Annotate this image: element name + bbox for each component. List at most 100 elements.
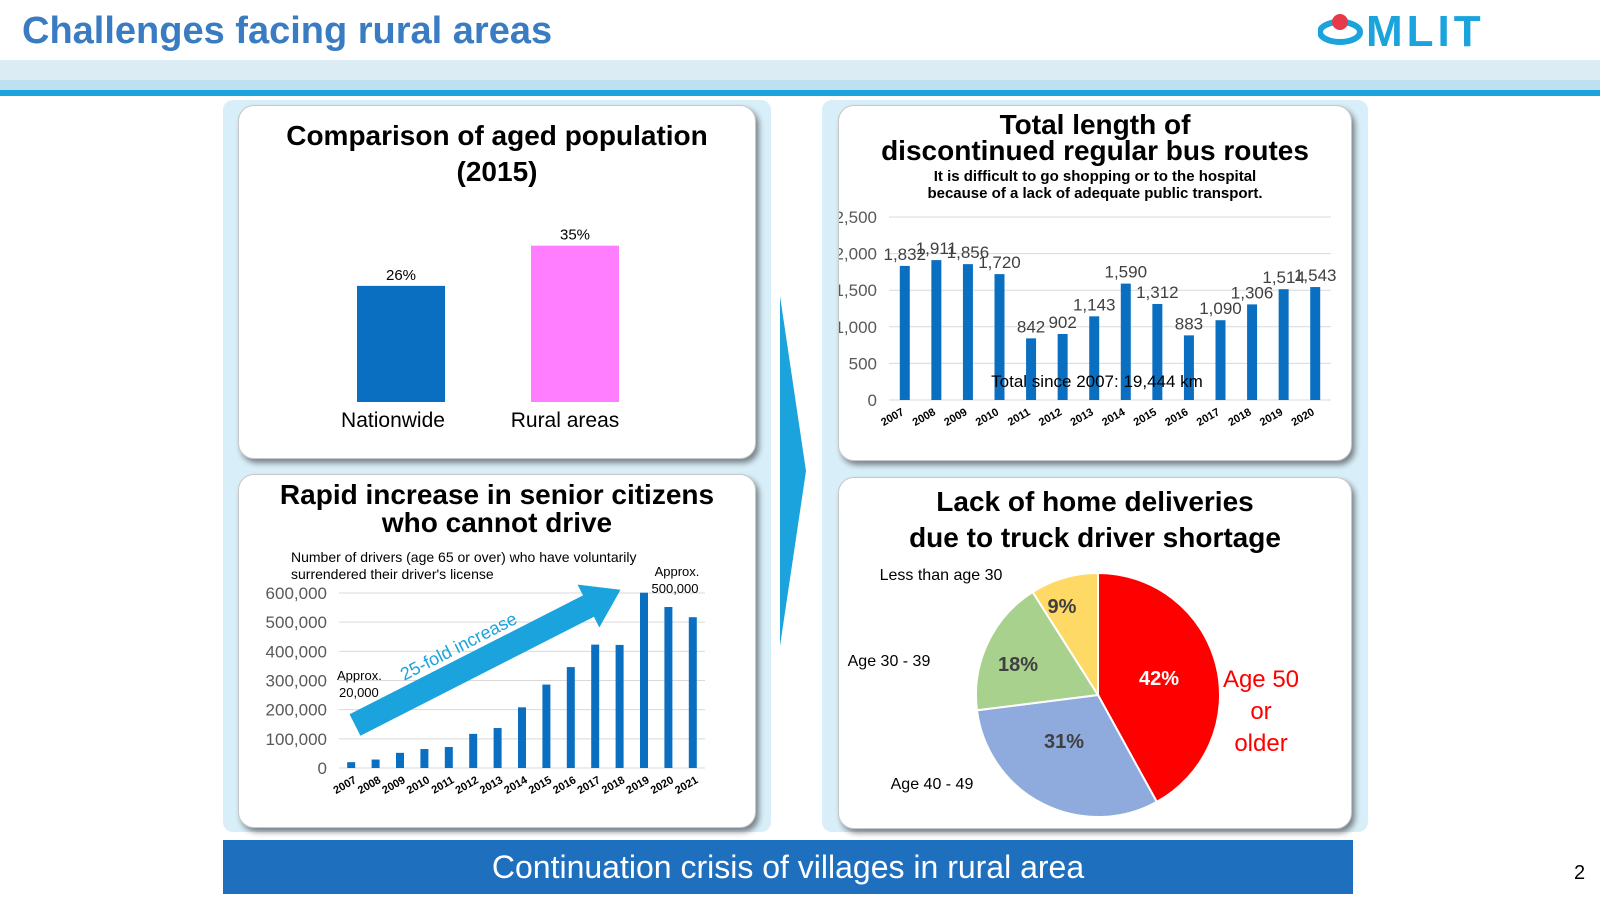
drivers-bar — [420, 749, 429, 768]
bus-bar — [1183, 335, 1194, 400]
delivery-chart-title-line1: Lack of home deliveries — [936, 486, 1254, 517]
header-band — [0, 60, 1600, 80]
drivers-end-annotation-line2: 500,000 — [652, 581, 699, 596]
crisis-banner: Continuation crisis of villages in rural… — [223, 840, 1353, 894]
bus-bar — [1215, 320, 1226, 400]
aged-bar — [357, 285, 445, 402]
bus-x-tick: 2008 — [911, 406, 938, 429]
pie-slice — [1097, 571, 1221, 804]
aged-population-card: Comparison of aged population (2015) 26%… — [238, 105, 756, 459]
aged-category-label: Rural areas — [511, 409, 620, 432]
bus-y-tick: 1,500 — [839, 281, 877, 300]
drivers-chart: 0 100,000 200,000 300,000 400,000 500,000 600,… — [266, 564, 705, 797]
drivers-start-annotation-line2: 20,000 — [339, 685, 379, 700]
drivers-x-tick: 2019 — [624, 774, 651, 797]
drivers-bar — [469, 733, 478, 768]
drivers-chart-title-line2: who cannot drive — [381, 507, 613, 538]
pie-category-label: older — [1234, 730, 1287, 757]
bus-x-tick: 2013 — [1069, 406, 1096, 429]
bus-y-tick: 2,000 — [839, 245, 877, 264]
bus-chart-title-line1: Total length of — [999, 109, 1191, 140]
bus-y-tick: 500 — [849, 354, 877, 373]
bus-y-tick: 0 — [868, 391, 877, 410]
bus-data-label: 842 — [1017, 317, 1045, 336]
drivers-x-tick: 2014 — [502, 774, 530, 797]
bus-routes-card: Total length of discontinued regular bus… — [838, 105, 1352, 461]
bus-data-label: 1,856 — [947, 243, 990, 262]
mlit-logo: MLIT — [1318, 8, 1481, 52]
drivers-bar — [371, 759, 380, 768]
bus-chart-subtitle-line2: because of a lack of adequate public tra… — [927, 185, 1263, 202]
aged-chart-title-line1: Comparison of aged population — [286, 120, 708, 151]
drivers-x-tick: 2007 — [331, 774, 358, 797]
deliveries-pie-chart: 42% Age 50 or older 31% Age 40 - 49 18% Age 30 … — [848, 567, 1299, 818]
bus-data-label: 1,312 — [1136, 283, 1179, 302]
drivers-bar — [566, 667, 575, 768]
drivers-chart-subtitle-line2: surrendered their driver's license — [291, 566, 494, 582]
bus-chart-subtitle-line1: It is difficult to go shopping or to the… — [933, 168, 1257, 185]
drivers-chart-subtitle-line1: Number of drivers (age 65 or over) who h… — [291, 549, 637, 565]
aged-category-label: Nationwide — [341, 409, 445, 432]
flow-arrow-icon — [780, 296, 806, 646]
drivers-bar — [542, 684, 551, 768]
delivery-chart-title-line2: due to truck driver shortage — [909, 522, 1281, 553]
pie-category-label: Less than age 30 — [880, 567, 1003, 584]
bus-bar — [1026, 338, 1037, 400]
bus-data-label: 1,590 — [1105, 263, 1148, 282]
drivers-bar — [444, 747, 453, 768]
aged-chart-title-line2: (2015) — [456, 156, 538, 187]
drivers-x-tick: 2018 — [600, 774, 627, 797]
bus-x-tick: 2018 — [1226, 406, 1253, 429]
drivers-y-tick: 100,000 — [266, 730, 327, 749]
drivers-bar — [688, 617, 697, 768]
bus-x-tick: 2014 — [1100, 406, 1128, 429]
bus-data-label: 1,306 — [1231, 283, 1274, 302]
drivers-x-tick: 2011 — [430, 774, 457, 796]
bus-data-label: 883 — [1175, 314, 1203, 333]
bus-data-label: 1,514 — [1262, 268, 1305, 287]
bus-x-tick: 2020 — [1290, 406, 1317, 429]
bus-bar — [1120, 283, 1131, 400]
bus-bar — [1278, 289, 1289, 400]
bus-y-tick: 2,500 — [839, 208, 877, 227]
drivers-bar — [640, 592, 648, 768]
header-band-2 — [0, 80, 1600, 90]
drivers-bar — [664, 607, 673, 768]
bus-data-label: 1,143 — [1073, 295, 1116, 314]
drivers-x-tick: 2016 — [551, 774, 578, 797]
pie-category-label: Age 30 - 39 — [848, 653, 931, 670]
drivers-y-tick: 200,000 — [266, 701, 327, 720]
pie-slice-value: 31% — [1044, 731, 1084, 753]
drivers-bar — [518, 707, 526, 768]
bus-x-tick: 2010 — [974, 406, 1001, 429]
bus-data-label: 1,090 — [1199, 299, 1242, 318]
pie-slice — [975, 693, 1159, 818]
bus-data-label: 1,720 — [978, 253, 1021, 272]
pie-slice — [1031, 571, 1099, 699]
bus-x-tick: 2017 — [1195, 406, 1222, 429]
drivers-y-tick: 300,000 — [266, 672, 327, 691]
drivers-x-tick: 2013 — [478, 774, 505, 797]
drivers-chart-title-line1: Rapid increase in senior citizens — [279, 479, 715, 510]
bus-routes-chart: 0 500 1,000 1,500 2,000 2,500 1,832 2007 1,911 20… — [839, 208, 1337, 429]
drivers-x-tick: 2021 — [673, 774, 700, 797]
drivers-x-tick: 2012 — [453, 774, 480, 797]
drivers-x-tick: 2010 — [405, 774, 432, 797]
header-rule — [0, 90, 1600, 96]
drivers-x-tick: 2017 — [575, 774, 602, 797]
pie-slice-value: 18% — [998, 654, 1038, 676]
drivers-bar — [493, 728, 502, 768]
drivers-bar — [615, 644, 624, 768]
bus-bar — [962, 264, 973, 400]
drivers-bar — [591, 644, 600, 768]
bus-data-label: 1,543 — [1294, 266, 1337, 285]
bus-data-label: 1,911 — [916, 239, 957, 258]
bus-x-tick: 2007 — [879, 406, 906, 429]
aged-bar — [531, 245, 619, 402]
drivers-x-tick: 2015 — [527, 774, 554, 797]
bus-x-tick: 2015 — [1132, 406, 1159, 429]
pie-category-label: Age 50 — [1223, 666, 1299, 693]
aged-population-chart: 26% Nationwide 35% Rural areas — [341, 227, 620, 432]
bus-x-tick: 2009 — [942, 406, 969, 429]
pie-slice-value: 9% — [1048, 596, 1077, 618]
